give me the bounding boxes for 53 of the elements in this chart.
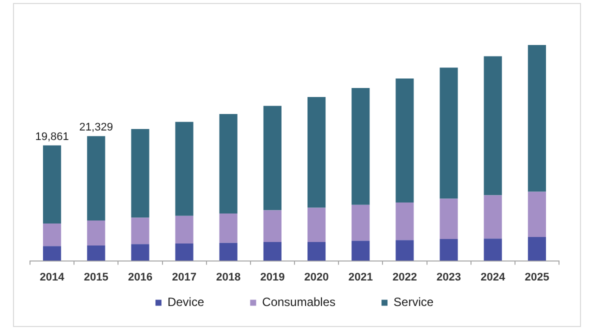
x-tick-label: 2016 (128, 271, 152, 284)
x-tick-label: 2015 (84, 271, 108, 284)
bar (440, 239, 458, 261)
x-tick-label: 2019 (260, 271, 285, 284)
bar (263, 210, 282, 242)
x-tick-label: 2024 (480, 271, 506, 284)
bar (43, 223, 62, 246)
bar (528, 192, 546, 238)
bar (484, 238, 502, 261)
legend-label: Service (394, 295, 434, 310)
bar (440, 68, 458, 199)
bar (528, 45, 546, 192)
bar (528, 237, 546, 261)
x-tick-label: 2021 (348, 271, 373, 284)
bar (175, 244, 194, 261)
bar (352, 204, 370, 241)
x-tick-label: 2020 (304, 271, 329, 284)
bar (219, 114, 238, 214)
bar (219, 214, 238, 243)
bar (484, 195, 502, 239)
x-tick-label: 2025 (524, 271, 550, 284)
bar (308, 242, 326, 261)
bar (263, 106, 282, 210)
bar (87, 136, 106, 220)
bar (396, 202, 414, 240)
bar (87, 220, 106, 246)
bar (131, 218, 150, 244)
bar (131, 244, 150, 261)
x-tick-label: 2023 (436, 271, 462, 284)
x-tick-label: 2014 (40, 271, 66, 284)
bar (352, 88, 370, 205)
bar (87, 245, 106, 261)
bar (263, 242, 282, 261)
legend-label: Device (167, 295, 204, 310)
x-tick-label: 2018 (216, 271, 241, 284)
bar (308, 97, 326, 208)
x-tick-label: 2017 (172, 271, 197, 284)
bar (396, 240, 414, 261)
bar (308, 208, 326, 242)
legend-label: Consumables (262, 295, 336, 310)
bar (43, 145, 62, 224)
bar (219, 242, 238, 261)
bar (175, 216, 194, 244)
bar (484, 56, 502, 196)
annotation: 19,861 (35, 130, 69, 143)
x-tick-label: 2022 (392, 271, 417, 284)
bar (440, 198, 458, 240)
annotation: 21,329 (79, 122, 113, 134)
bar (131, 128, 150, 218)
bar (396, 78, 414, 203)
bar (175, 122, 194, 216)
bar (43, 246, 62, 261)
bar (352, 240, 370, 261)
